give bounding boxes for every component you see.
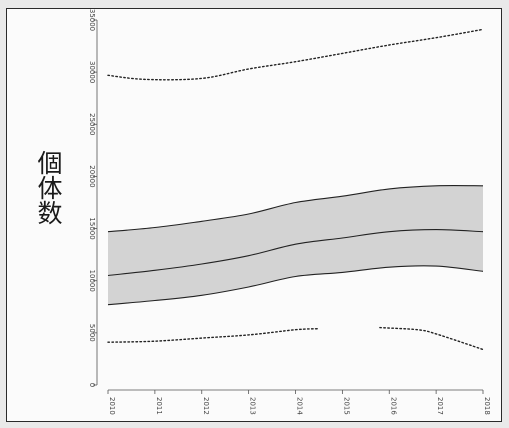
y-tick-label: 25000 [88,113,96,135]
x-tick-label: 2013 [249,397,257,415]
x-tick-label: 2014 [296,397,304,415]
y-tick-label: 0 [88,383,96,387]
y-tick-label: 15000 [88,217,96,239]
x-tick-label: 2011 [155,397,163,415]
series-line-median-2 [107,229,484,277]
x-tick-label: 2016 [389,397,397,415]
confidence-band-layer [108,185,483,305]
x-tick-label: 2018 [483,397,491,415]
x-tick-label: 2012 [202,397,210,415]
y-tick-label: 10000 [88,270,96,292]
y-tick-label: 35000 [88,9,96,31]
y-tick-label: 30000 [88,61,96,83]
x-tick-label: 2017 [436,397,444,415]
series-lines-layer [107,28,484,351]
y-tick-label: 20000 [88,165,96,187]
y-axis-title: 個体数 [34,150,63,225]
y-tick-label: 5000 [88,324,96,342]
series-line-lower-dotted-4 [107,328,320,343]
x-tick-label: 2015 [342,397,350,415]
series-line-band-upper-1 [107,185,484,233]
series-line-lower-dotted-5 [379,326,484,351]
confidence-band [108,185,483,305]
axes-layer: 0 5000 10000 15000 20000 25000 30000 35000 2010 2… [88,9,491,416]
x-tick-label: 2010 [108,397,116,415]
series-line-upper-dotted-0 [107,28,484,81]
series-line-band-lower-3 [107,265,484,306]
